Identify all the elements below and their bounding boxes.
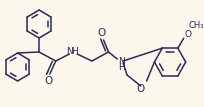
- Text: O: O: [44, 76, 53, 86]
- Text: H: H: [117, 63, 124, 73]
- Text: N: N: [66, 47, 72, 56]
- Text: CH₃: CH₃: [188, 21, 203, 30]
- Text: O: O: [97, 28, 105, 38]
- Text: O: O: [136, 84, 144, 94]
- Text: H: H: [71, 47, 77, 56]
- Text: N: N: [117, 57, 124, 66]
- Text: O: O: [183, 30, 190, 39]
